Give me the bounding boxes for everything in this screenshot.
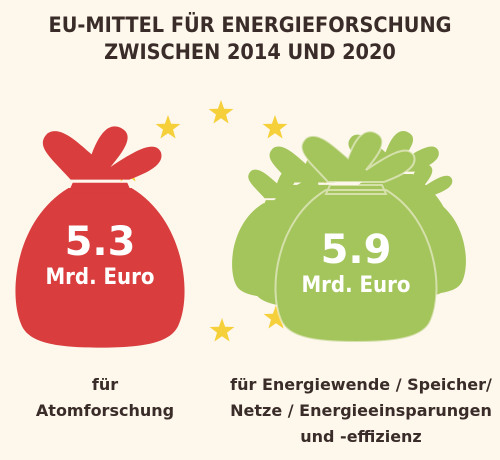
right-amount: 5.9 Mrd. Euro — [286, 228, 426, 300]
right-caption-line-3: und -effizienz — [300, 427, 422, 446]
left-amount: 5.3 Mrd. Euro — [30, 220, 170, 292]
eu-star-icon — [208, 100, 234, 124]
right-caption-line-1: für Energiewende / Speicher/ — [230, 375, 492, 394]
right-amount-value: 5.9 — [320, 227, 392, 273]
eu-star-icon — [209, 318, 235, 342]
eu-star-icon — [155, 115, 181, 139]
right-caption-line-2: Netze / Energieeinsparungen — [230, 401, 492, 420]
right-amount-unit: Mrd. Euro — [301, 273, 411, 298]
left-caption: für Atomforschung — [20, 372, 190, 424]
title-line-2: ZWISCHEN 2014 UND 2020 — [104, 40, 396, 64]
left-amount-unit: Mrd. Euro — [45, 265, 155, 290]
title-line-1: EU-MITTEL FÜR ENERGIEFORSCHUNG — [48, 13, 452, 37]
eu-star-icon — [262, 115, 288, 139]
infographic-title: EU-MITTEL FÜR ENERGIEFORSCHUNG ZWISCHEN … — [20, 12, 480, 66]
left-amount-value: 5.3 — [64, 219, 136, 265]
left-caption-line-1: für — [91, 375, 119, 394]
right-caption: für Energiewende / Speicher/ Netze / Ene… — [230, 372, 492, 450]
left-caption-line-2: Atomforschung — [35, 401, 175, 420]
